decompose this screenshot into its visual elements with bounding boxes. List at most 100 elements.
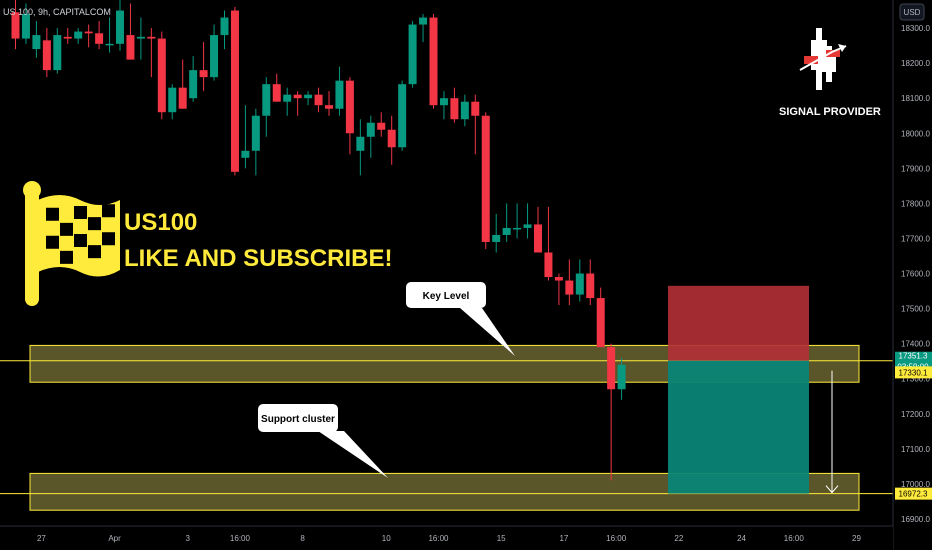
time-tick-label: 8 <box>300 534 305 543</box>
candles-layer <box>11 0 626 481</box>
flag-check <box>46 207 59 221</box>
currency-badge[interactable] <box>899 3 925 21</box>
candle-22 <box>241 105 250 169</box>
stop-loss-box <box>668 285 809 361</box>
headline-subscribe: LIKE AND SUBSCRIBE! <box>124 245 392 272</box>
candle-body <box>178 87 187 109</box>
candle-38 <box>408 21 417 88</box>
candle-20 <box>220 10 229 50</box>
flag-check <box>74 206 87 219</box>
candle-32 <box>345 77 354 155</box>
candle-body <box>262 84 271 116</box>
candle-44 <box>471 94 480 155</box>
take-profit-box <box>668 360 809 494</box>
candle-29 <box>314 87 323 113</box>
candle-41 <box>439 91 448 120</box>
candle-13 <box>147 28 156 78</box>
time-tick-label: 16:00 <box>606 534 627 543</box>
price-tick-label: 17900.0 <box>901 164 930 173</box>
target-arrow-head <box>825 485 839 494</box>
candle-35 <box>377 112 386 137</box>
candle-18 <box>199 42 208 92</box>
candle-body <box>95 33 104 44</box>
candle-body <box>11 12 20 39</box>
candle-47 <box>502 203 511 242</box>
candle-56 <box>596 287 605 348</box>
candle-43 <box>460 94 469 127</box>
candle-body <box>377 122 386 130</box>
candle-body <box>251 115 260 151</box>
time-axis[interactable]: 27 Apr 3 16:00 8 10 16:00 15 17 16:00 22 24 16:00 29 <box>0 525 893 550</box>
candle-body <box>492 234 501 242</box>
candle-55 <box>586 259 595 306</box>
candle-body <box>230 10 239 172</box>
price-tick-label: 18100.0 <box>901 94 930 103</box>
candle-28 <box>304 91 313 106</box>
brand-text: SIGNAL PROVIDER <box>779 106 881 118</box>
time-tick-label: 10 <box>382 534 391 543</box>
price-tick-label: 17600.0 <box>901 270 930 279</box>
flag-check <box>102 232 115 246</box>
candle-body <box>439 98 448 106</box>
candle-14 <box>157 31 166 120</box>
candle-50 <box>534 206 542 253</box>
candle-46 <box>492 213 501 253</box>
candle-8 <box>95 21 104 50</box>
candle-51 <box>544 206 553 281</box>
candle-body <box>408 24 417 85</box>
candle-5 <box>63 28 72 44</box>
candle-body <box>32 35 41 50</box>
flag-check <box>46 235 59 249</box>
price-tick-label: 17400.0 <box>901 340 930 349</box>
signal-provider-logo <box>799 28 847 90</box>
candle-body <box>304 94 313 99</box>
time-tick-label: 16:00 <box>784 534 805 543</box>
candle-body <box>398 84 407 148</box>
time-tick-label: 29 <box>852 534 861 543</box>
candle-body <box>596 298 605 348</box>
candle-34 <box>366 115 375 158</box>
flag-check <box>60 250 73 264</box>
candle-body <box>116 10 124 44</box>
currency-label: USD <box>904 8 921 17</box>
candle-10 <box>116 0 124 51</box>
time-tick-label: 17 <box>559 534 568 543</box>
time-tick-label: Apr <box>108 534 121 543</box>
candle-body <box>575 273 584 295</box>
time-tick-label: 24 <box>737 534 746 543</box>
candle-body <box>345 80 354 134</box>
candle-31 <box>335 66 344 116</box>
svg-text:17351.3: 17351.3 <box>899 352 928 361</box>
key-level-price-tag: 17330.1 <box>895 366 932 379</box>
candle-body <box>523 224 532 228</box>
candle-body <box>63 36 72 39</box>
candle-21 <box>230 7 239 176</box>
candle-body <box>429 17 438 106</box>
candle-body <box>471 101 480 116</box>
target-price-tag: 16972.3 <box>895 487 932 500</box>
candle-body <box>74 31 83 39</box>
checkered-flag-icon <box>23 181 120 306</box>
candle-body <box>53 35 62 71</box>
support-cluster-callout: Support cluster <box>258 404 388 478</box>
candle-body <box>460 101 469 120</box>
flag-check <box>102 204 115 218</box>
svg-text:Key Level: Key Level <box>423 291 470 302</box>
short-position[interactable] <box>668 285 839 494</box>
candle-body <box>136 36 145 39</box>
candle-57 <box>607 343 616 481</box>
candle-body <box>335 80 344 109</box>
candle-40 <box>429 14 438 109</box>
price-tick-label: 17000.0 <box>901 480 930 489</box>
candle-body <box>189 70 198 99</box>
candle-body <box>272 84 281 102</box>
candle-body <box>325 105 333 109</box>
candle-body <box>565 280 574 295</box>
price-tick-label: 17200.0 <box>901 410 930 419</box>
flag-check <box>88 217 101 231</box>
price-axis[interactable]: USD 16900.017000.017100.017200.017300.01… <box>892 0 932 550</box>
svg-text:16972.3: 16972.3 <box>899 490 928 499</box>
price-tick-label: 17800.0 <box>901 199 930 208</box>
candle-body <box>502 227 511 235</box>
